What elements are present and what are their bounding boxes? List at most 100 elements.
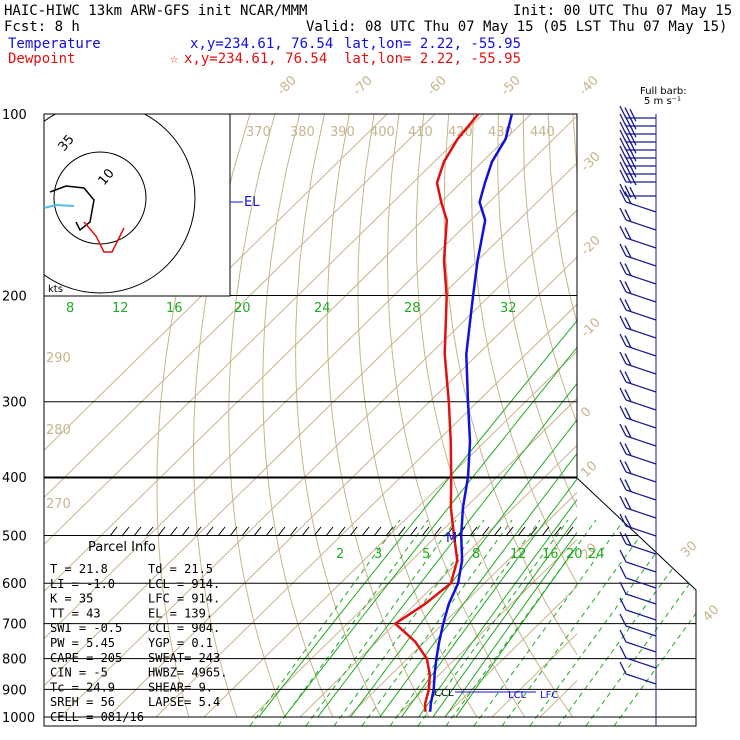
wind-barb-flag [619,423,627,437]
parcel-info-panel: Parcel Info T = 21.8 Td = 21.5 LI = -1.0 LC… [50,540,227,724]
hodograph: 35 10 kts [43,113,231,297]
isotherm-40 [491,632,577,718]
wind-barb-flag [619,597,627,611]
hodograph-trace-upper [83,221,125,253]
parcel-info-right-9: LAPSE= 5.4 [148,695,220,709]
wind-barb-flag [629,148,637,162]
parcel-info-right-1: LCL = 914. [148,577,220,591]
mixing-label-lower-12: 12 [510,547,527,562]
wind-barbs [619,105,657,685]
pressure-label-100: 100 [2,108,27,123]
parcel-info-left-9: SREH = 56 [50,695,115,709]
isotherm-50 [539,680,577,718]
theta-label-420: 420 [448,125,473,140]
pressure-label-900: 900 [2,683,27,698]
header-valid-time: Valid: 08 UTC Thu 07 May 15 (05 LST Thu … [306,19,727,35]
hash-mark [109,526,118,537]
mixing-ratio-2 [258,319,577,718]
hash-mark [349,526,358,537]
pressure-label-1000: 1000 [2,711,35,726]
lower-mix-5 [389,519,541,726]
pressure-label-200: 200 [2,290,27,305]
wind-barb-flag [619,207,627,221]
wind-barb-flag [624,227,632,240]
wind-barb-flag [629,140,637,154]
wind-barb-flag [619,459,627,473]
hash-mark [373,526,382,537]
legend-dewpoint-latlon: lat,lon= 2.22, -55.95 [344,51,521,67]
hash-mark [253,526,262,537]
mixing-label-lower-5: 5 [422,547,430,562]
wind-barb-flag [624,281,632,294]
parcel-info-left-5: PW = 5.45 [50,636,115,650]
hash-mark [121,526,130,537]
isotherm--20 [203,350,577,718]
adiabat-250 [156,114,226,718]
isotherm-label-0: 0 [578,404,594,420]
mixing-ratio-labels: 8 12 16 20 24 28 32 2 3 5 8 12 16 20 24 [66,301,605,562]
isotherm--70 [44,115,577,640]
adiabat-430 [672,114,740,717]
lower-mix-10 [529,519,681,726]
legend-dewpoint-xy: x,y=234.61, 76.54 [184,51,327,67]
wind-barb-flag [619,261,627,275]
theta-label-390: 390 [330,125,355,140]
isotherm--10 [251,397,577,718]
hash-mark [241,526,250,537]
wind-barb-flag [619,369,627,383]
hash-mark [433,526,442,537]
hash-mark [409,526,418,537]
isotherm-0 [299,444,577,718]
wind-barb-shaft [625,543,657,555]
header-run-title: HAIC-HIWC 13km ARW-GFS init NCAR/MMM [4,3,307,19]
hash-mark [397,526,406,537]
wind-barb-shaft [625,489,657,501]
wind-barb-flag [619,183,627,197]
wind-barb-flag [624,533,632,546]
wind-barb-flag [624,263,632,276]
hash-mark [265,526,274,537]
wind-barb-flag [629,124,637,138]
wind-barb-flag [619,613,627,627]
adiabat-320 [386,114,526,718]
hash-mark [157,526,166,537]
pressure-label-300: 300 [2,396,27,411]
wind-barb-flag [619,477,627,491]
parcel-info-left-4: SWI = -0.5 [50,621,122,635]
lower-mix-1 [277,519,429,726]
lower-mix-4 [361,519,513,726]
wind-barb-flag [619,189,627,203]
parcel-info-right-8: SHEAR= 9. [148,680,213,694]
lower-mix-9 [501,519,653,726]
hash-mark [385,526,394,537]
wind-barb-flag [619,549,627,563]
adiabat-350 [470,114,577,585]
mixing-label-lower-2: 2 [336,547,344,562]
legend-temperature: Temperature [8,36,101,52]
hash-mark [445,526,454,537]
hash-mark [229,526,238,537]
parcel-info-title: Parcel Info [88,540,156,555]
isotherm-label--40: -40 [576,73,602,99]
wind-barb-flag [624,191,632,204]
m-label: M [446,531,457,546]
wind-barb-shaft [625,609,657,621]
wind-barb-flag [619,405,627,419]
lower-mix-2 [305,519,457,726]
lfc-label: LFC [540,690,558,701]
isotherm-60 [588,114,740,717]
wind-barb-flag [619,279,627,293]
temperature-profile [428,113,514,712]
wind-barb-flag [624,185,632,198]
wind-barb-flag [619,531,627,545]
isotherm--110 [44,114,388,452]
wind-barb-shaft [625,453,657,465]
mixing-label-upper-28: 28 [404,301,421,316]
wind-barb-shaft [625,255,657,267]
mixing-ratio-28 [444,531,577,718]
isotherm-label-40: 40 [700,603,722,625]
parcel-info-left-1: LI = -1.0 [50,577,115,591]
wind-barb-shaft [625,525,657,537]
ccl-label: CCL [434,688,454,699]
